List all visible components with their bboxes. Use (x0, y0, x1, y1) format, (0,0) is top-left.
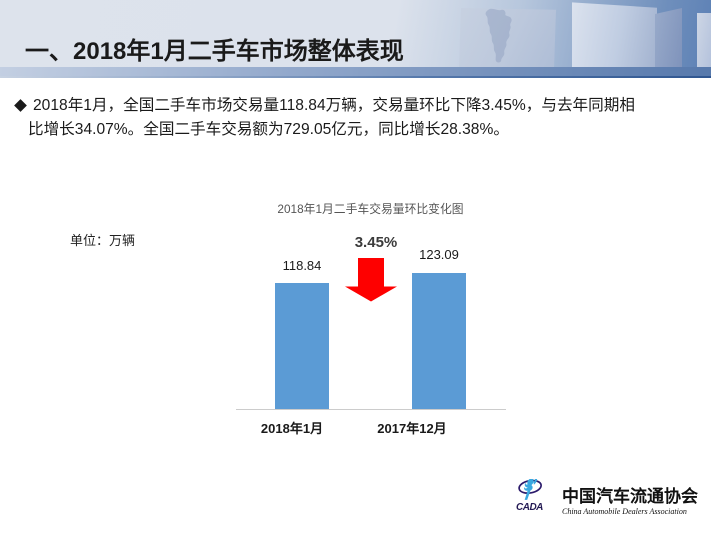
svg-text:China Automobile Dealers Assoc: China Automobile Dealers Association (562, 507, 687, 516)
svg-text:中国汽车流通协会: 中国汽车流通协会 (562, 486, 698, 506)
svg-text:CADA: CADA (516, 502, 543, 513)
